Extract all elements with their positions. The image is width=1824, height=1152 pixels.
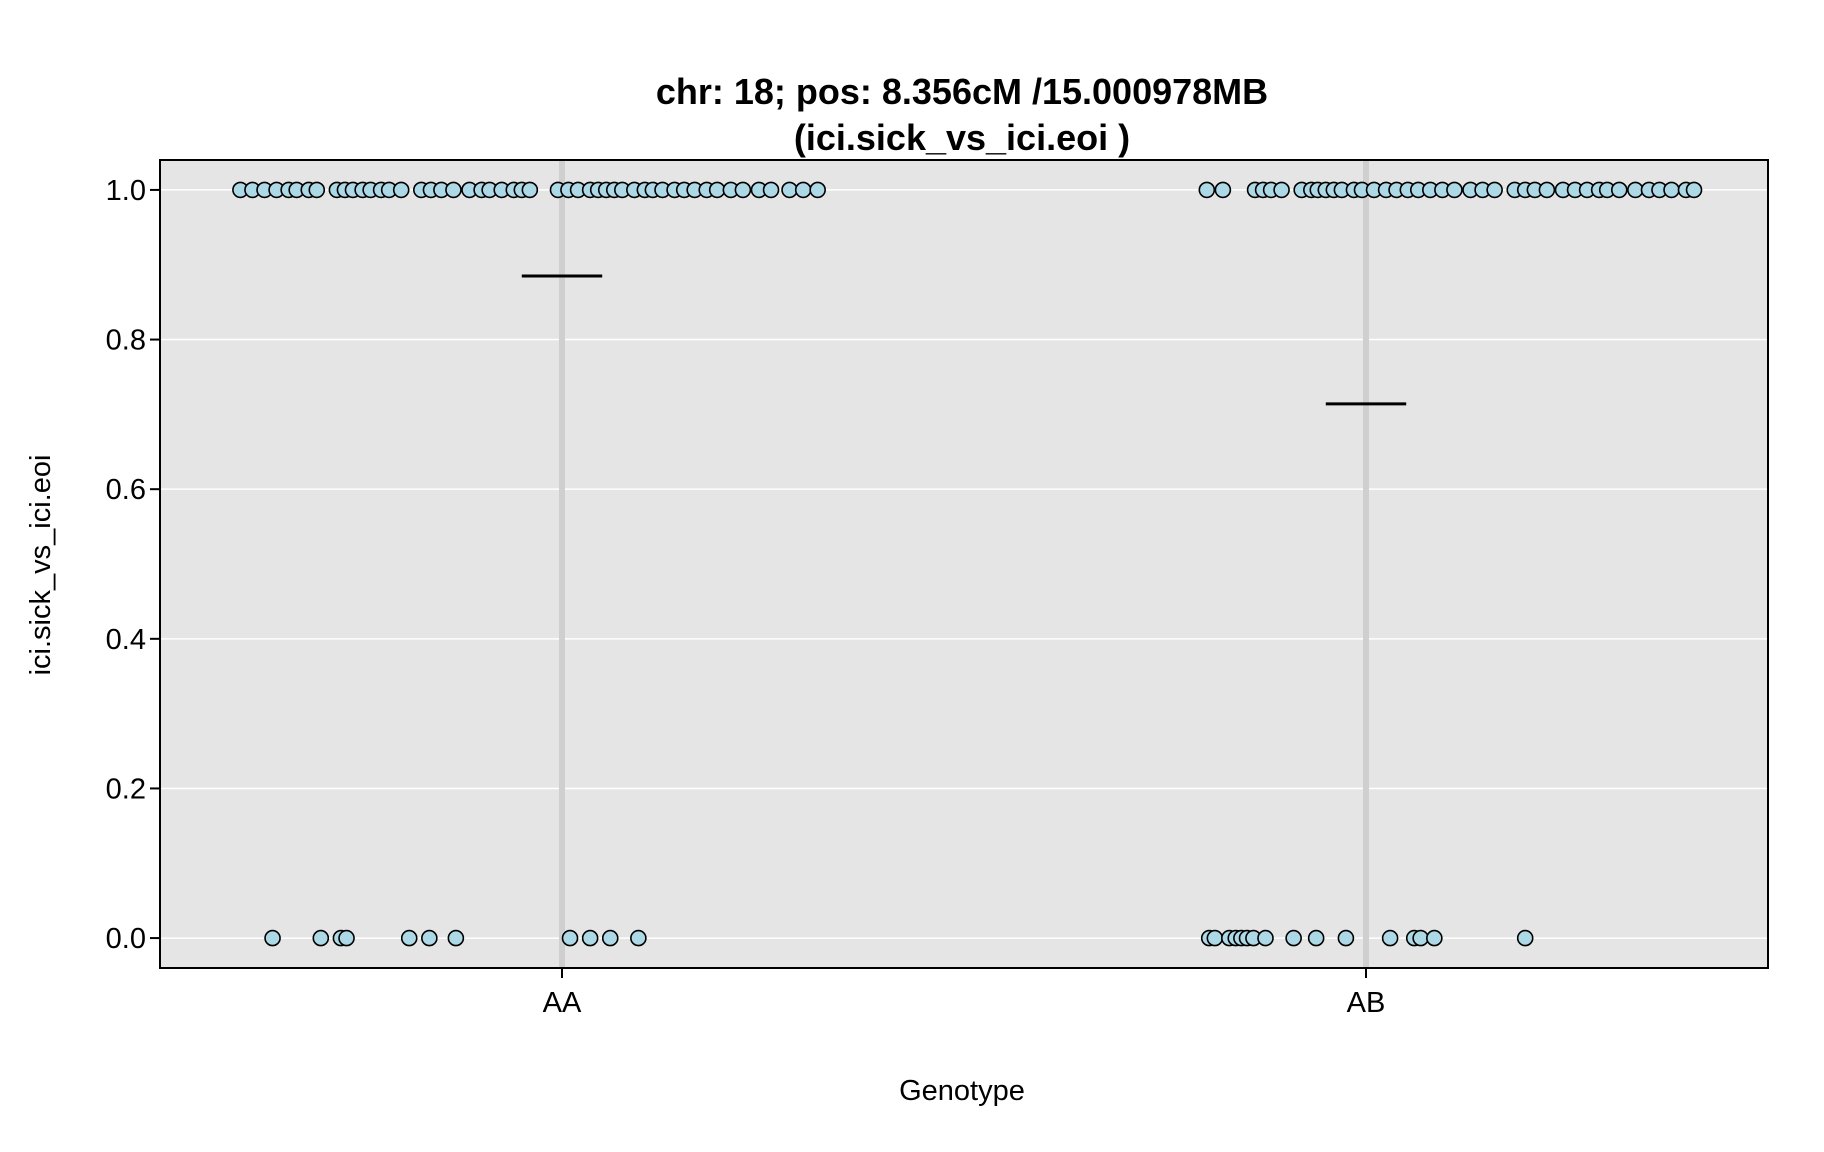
chart-title-line1: chr: 18; pos: 8.356cM /15.000978MB	[656, 71, 1268, 112]
data-point	[1337, 929, 1355, 947]
data-points	[232, 181, 1703, 947]
data-point	[392, 181, 410, 199]
y-tick-label: 1.0	[106, 175, 146, 207]
x-tick-label: AA	[543, 987, 582, 1019]
y-tick-label: 0.2	[106, 773, 146, 805]
data-point	[1446, 181, 1463, 199]
data-point	[781, 181, 798, 199]
x-tick-label: AB	[1347, 987, 1386, 1019]
data-point	[1307, 929, 1325, 947]
y-tick-label: 0.0	[106, 923, 146, 955]
data-point	[1285, 929, 1302, 947]
x-axis-label: Genotype	[899, 1075, 1025, 1107]
data-point	[308, 181, 326, 199]
data-point	[1610, 181, 1628, 199]
data-point	[1412, 929, 1429, 947]
data-point	[809, 181, 826, 199]
data-point	[338, 929, 355, 947]
chart-title-line2: (ici.sick_vs_ici.eoi )	[794, 117, 1130, 158]
data-point	[1214, 181, 1232, 199]
data-point	[312, 929, 330, 947]
data-point	[1685, 181, 1703, 199]
data-point	[1257, 929, 1274, 947]
data-point	[1663, 181, 1680, 199]
data-point	[445, 181, 462, 199]
y-axis-ticks: 0.0 0.2 0.4 0.6 0.8 1.0	[106, 175, 160, 955]
x-axis-ticks: AA AB	[543, 968, 1386, 1019]
data-point	[601, 929, 619, 947]
y-tick-label: 0.8	[106, 325, 146, 357]
data-point	[447, 929, 465, 947]
data-point	[1273, 181, 1290, 199]
category-lines	[559, 160, 1369, 968]
data-point	[1206, 929, 1224, 947]
data-point	[1198, 181, 1216, 199]
mean-markers	[521, 274, 1407, 406]
data-point	[630, 929, 647, 947]
data-point	[581, 929, 599, 947]
data-point	[561, 929, 579, 947]
data-point	[400, 929, 418, 947]
data-point	[1426, 929, 1443, 947]
data-point	[762, 181, 780, 199]
y-axis-label: ici.sick_vs_ici.eoi	[25, 455, 57, 676]
data-point	[734, 181, 752, 199]
data-point	[1538, 181, 1556, 199]
data-point	[521, 181, 539, 199]
data-point	[708, 181, 726, 199]
plot-panel	[159, 159, 1769, 969]
data-point	[264, 929, 281, 947]
y-tick-label: 0.4	[106, 624, 146, 656]
data-point	[1486, 181, 1503, 199]
plot-border	[159, 159, 1769, 969]
data-point	[1381, 929, 1399, 947]
data-point	[1627, 181, 1644, 199]
data-point	[1516, 929, 1534, 947]
y-tick-label: 0.6	[106, 474, 146, 506]
data-point	[421, 929, 438, 947]
data-point	[794, 181, 812, 199]
